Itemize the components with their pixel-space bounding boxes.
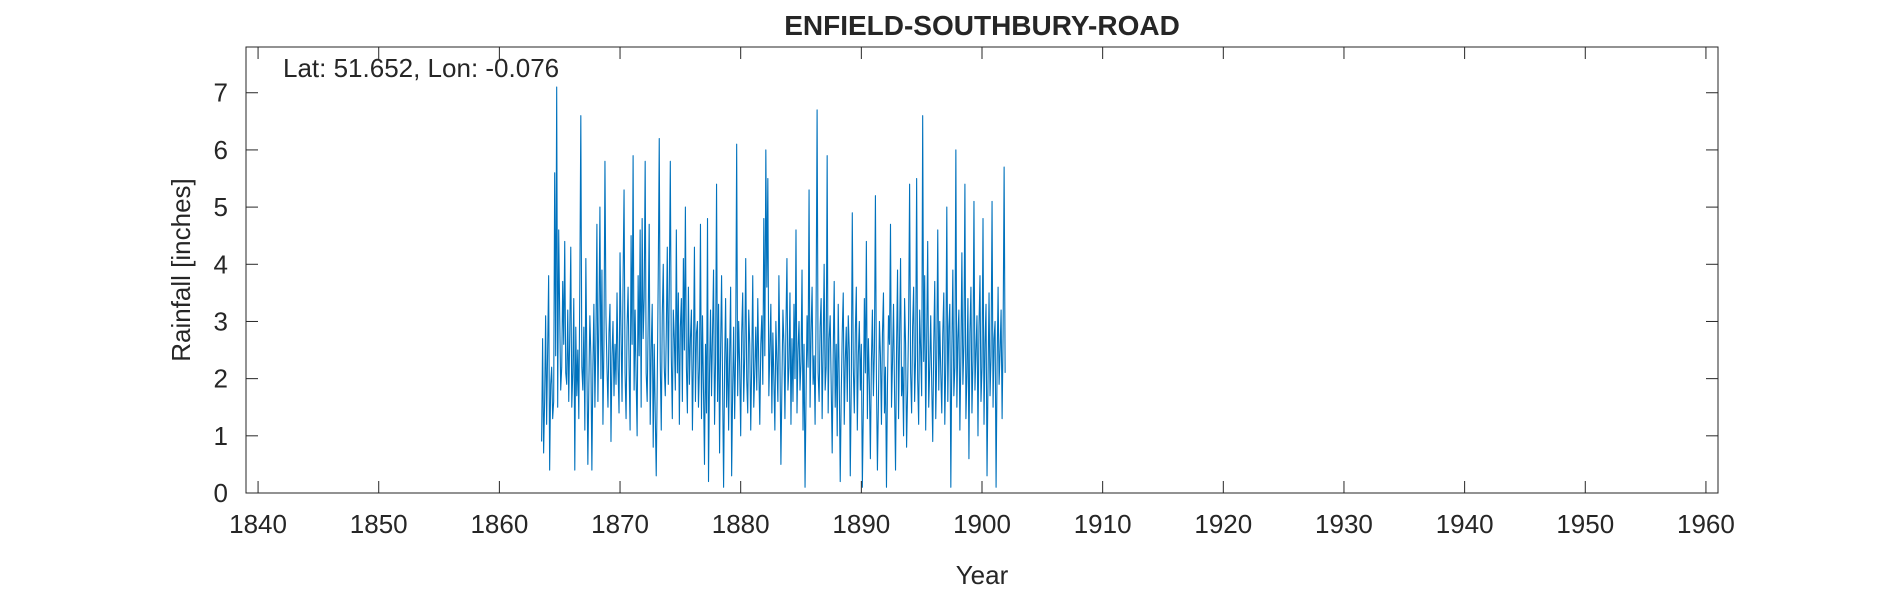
x-tick-label: 1890	[832, 509, 890, 539]
x-tick-label: 1850	[350, 509, 408, 539]
y-tick-label: 4	[214, 249, 228, 279]
y-tick-label: 3	[214, 306, 228, 336]
x-tick-label: 1840	[229, 509, 287, 539]
x-tick-label: 1930	[1315, 509, 1373, 539]
rainfall-series-line-0	[541, 86, 1006, 488]
x-tick-label: 1960	[1677, 509, 1735, 539]
x-tick-label: 1910	[1074, 509, 1132, 539]
x-tick-label: 1920	[1194, 509, 1252, 539]
x-tick-label: 1880	[712, 509, 770, 539]
x-tick-label: 1900	[953, 509, 1011, 539]
x-tick-label: 1860	[470, 509, 528, 539]
x-tick-label: 1940	[1436, 509, 1494, 539]
x-tick-label: 1870	[591, 509, 649, 539]
y-tick-label: 2	[214, 364, 228, 394]
x-tick-label: 1950	[1556, 509, 1614, 539]
y-tick-label: 7	[214, 78, 228, 108]
location-annotation: Lat: 51.652, Lon: -0.076	[283, 53, 559, 83]
y-tick-label: 1	[214, 421, 228, 451]
plot-area-frame	[245, 46, 1719, 494]
x-axis-label: Year	[956, 560, 1009, 590]
chart-title: ENFIELD-SOUTHBURY-ROAD	[784, 10, 1180, 41]
y-axis-label: Rainfall [inches]	[166, 178, 196, 362]
y-tick-label: 5	[214, 192, 228, 222]
y-tick-label: 6	[214, 135, 228, 165]
y-tick-label: 0	[214, 478, 228, 508]
